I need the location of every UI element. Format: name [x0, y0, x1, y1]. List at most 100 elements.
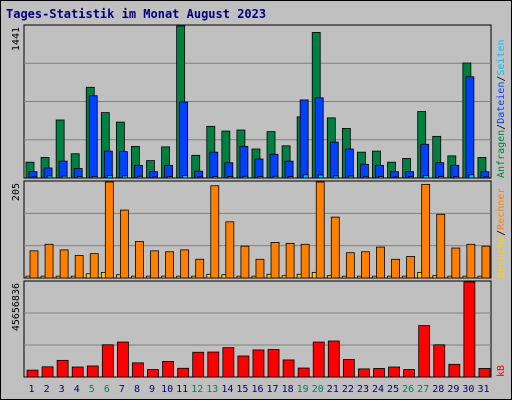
bar-seiten-day-21 [332, 175, 339, 179]
day-label-1: 1 [29, 384, 35, 395]
bar-rechner-day-29 [451, 247, 461, 279]
bar-kb-day-19 [297, 367, 310, 378]
bar-seiten-day-10 [167, 176, 173, 179]
bar-dateien-day-28 [435, 162, 445, 179]
bar-rechner-day-24 [376, 246, 385, 279]
bar-kb-day-14 [222, 347, 235, 378]
bar-seiten-day-25 [393, 176, 399, 179]
bar-rechner-day-5 [89, 253, 99, 279]
bar-seiten-day-31 [483, 176, 490, 179]
panel-requests: 1441 Anfragen/Dateien/Seiten [11, 24, 507, 179]
bar-rechner-day-23 [361, 251, 370, 279]
bar-rechner-day-11 [180, 249, 190, 279]
day-label-23: 23 [357, 384, 369, 395]
legend-entry: / [496, 124, 507, 130]
bar-dateien-day-21 [329, 141, 339, 179]
bar-kb-day-22 [342, 359, 355, 378]
bar-dateien-day-22 [344, 148, 354, 179]
bar-rechner-day-28 [436, 213, 446, 279]
legend-entry: Besuche [496, 236, 507, 278]
bar-seiten-day-6 [106, 175, 113, 179]
day-label-17: 17 [267, 384, 279, 395]
bar-dateien-day-3 [58, 160, 68, 179]
bar-rechner-day-22 [345, 252, 355, 279]
bar-seiten-day-17 [272, 175, 279, 179]
bar-seiten-day-4 [76, 176, 83, 179]
bar-seiten-day-5 [91, 176, 98, 179]
bar-dateien-day-15 [239, 145, 249, 179]
bar-rechner-day-10 [165, 251, 174, 279]
day-label-25: 25 [387, 384, 399, 395]
bar-kb-day-31 [478, 368, 491, 378]
bar-kb-day-28 [433, 344, 446, 378]
bar-rechner-day-13 [210, 185, 220, 279]
day-label-14: 14 [221, 384, 233, 395]
bar-seiten-day-2 [46, 175, 53, 179]
day-label-30: 30 [462, 384, 474, 395]
bar-seiten-day-1 [31, 176, 38, 179]
bar-dateien-day-6 [103, 150, 113, 179]
panel-visits: 205 Besuche/Rechner [11, 180, 507, 279]
bar-seiten-day-3 [61, 175, 68, 179]
day-label-31: 31 [477, 384, 489, 395]
bar-seiten-day-24 [378, 176, 384, 179]
bar-kb-day-12 [192, 351, 205, 378]
bar-rechner-day-7 [119, 209, 129, 279]
bar-kb-day-7 [116, 341, 129, 378]
bar-kb-day-27 [418, 325, 431, 378]
bar-kb-day-18 [282, 359, 295, 378]
bar-kb-day-6 [101, 344, 114, 378]
ymax-label-requests: 1441 [11, 27, 22, 51]
day-label-12: 12 [191, 384, 203, 395]
bar-rechner-day-19 [300, 243, 310, 279]
bar-rechner-day-3 [59, 249, 69, 279]
bar-kb-day-20 [312, 341, 325, 378]
bar-rechner-day-21 [330, 216, 340, 279]
day-label-16: 16 [251, 384, 263, 395]
bar-rechner-day-17 [270, 242, 280, 279]
day-label-10: 10 [161, 384, 173, 395]
bar-seiten-day-30 [468, 174, 475, 179]
bar-seiten-day-8 [137, 175, 143, 179]
bar-rechner-day-26 [406, 256, 416, 279]
bar-kb-day-13 [207, 351, 220, 378]
bar-kb-day-25 [388, 366, 400, 378]
bar-dateien-day-16 [254, 158, 264, 179]
bar-dateien-day-29 [450, 164, 460, 179]
legend-traffic: kB [496, 365, 507, 377]
chart-title: Tages-Statistik im Monat August 2023 [6, 7, 266, 21]
day-label-18: 18 [282, 384, 294, 395]
bar-rechner-day-1 [29, 250, 39, 279]
bar-kb-day-9 [147, 369, 159, 378]
series-rechner [29, 181, 491, 279]
bar-rechner-day-16 [255, 258, 265, 279]
x-axis-days: 1 2 3 4 5 6 7 8 9 10 11 12 13 14 15 16 17 18 19 20 21 22 23 24 2… [29, 384, 490, 395]
bar-kb-day-16 [252, 349, 265, 378]
bar-kb-day-1 [26, 369, 39, 378]
bar-dateien-day-23 [360, 163, 369, 179]
panel-traffic: 45656836 kB [11, 280, 507, 378]
bar-kb-day-4 [71, 366, 84, 378]
bar-rechner-day-4 [74, 255, 84, 279]
bar-dateien-day-30 [465, 76, 475, 179]
bar-seiten-day-18 [287, 176, 294, 179]
bar-dateien-day-27 [420, 143, 430, 179]
legend-entry: Anfragen [496, 130, 507, 178]
bar-kb-day-26 [403, 369, 416, 378]
day-label-22: 22 [342, 384, 354, 395]
bar-seiten-day-9 [152, 176, 158, 179]
bar-rechner-day-31 [481, 245, 491, 279]
legend-requests: Anfragen/Dateien/Seiten [496, 39, 507, 178]
bar-seiten-day-23 [363, 176, 369, 179]
day-label-5: 5 [89, 384, 95, 395]
day-label-27: 27 [417, 384, 429, 395]
day-label-9: 9 [149, 384, 155, 395]
bar-rechner-day-27 [421, 183, 431, 279]
bar-kb-day-17 [267, 349, 280, 378]
bar-kb-day-5 [86, 365, 99, 378]
bar-rechner-day-9 [150, 250, 159, 279]
day-label-4: 4 [74, 384, 80, 395]
bar-seiten-day-26 [408, 176, 415, 179]
